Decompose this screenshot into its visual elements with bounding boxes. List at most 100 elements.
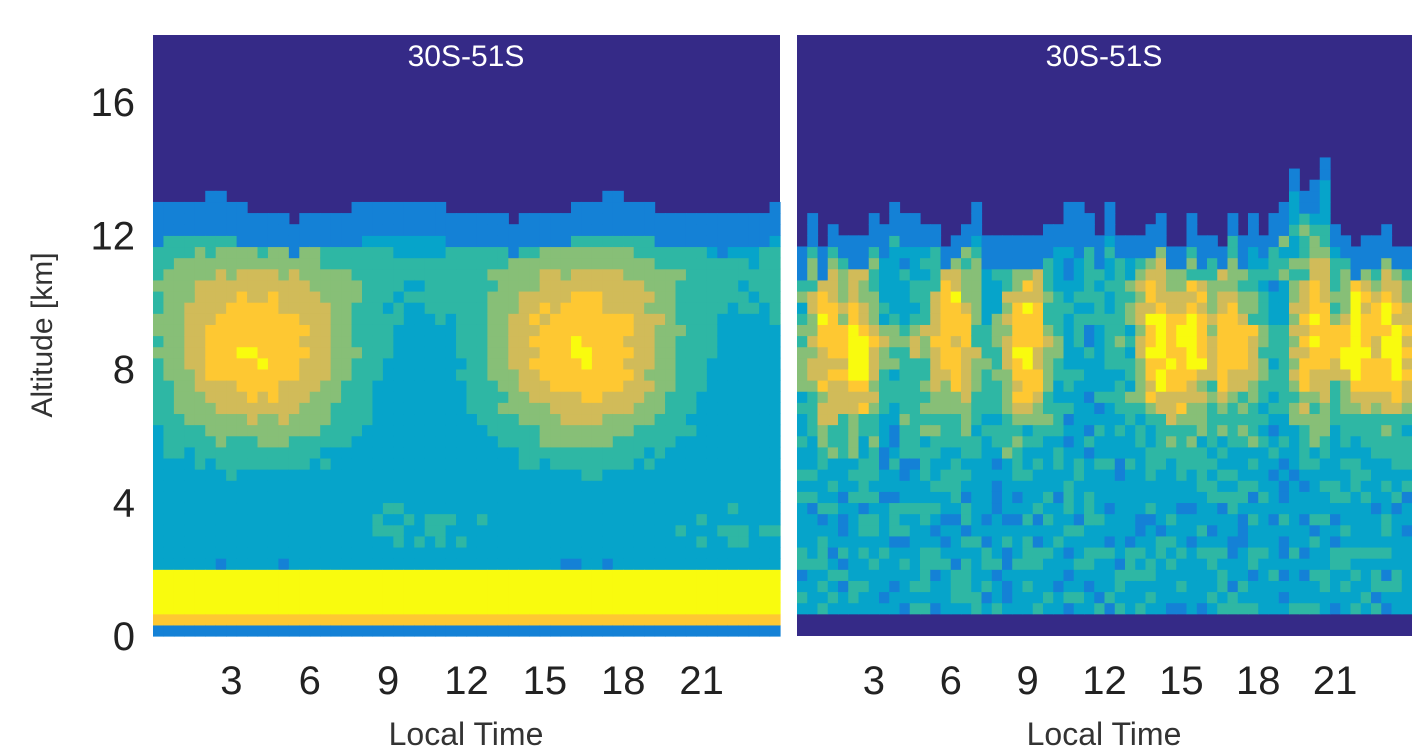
heatmap-cell xyxy=(1043,602,1054,615)
heatmap-cell xyxy=(1125,558,1136,570)
heatmap-cell xyxy=(153,569,165,581)
heatmap-cell xyxy=(748,558,760,570)
heatmap-cell xyxy=(184,380,196,392)
heatmap-cell xyxy=(717,624,729,637)
heatmap-cell xyxy=(487,524,499,537)
heatmap-cell xyxy=(1381,469,1393,481)
heatmap-cell xyxy=(278,235,290,248)
heatmap-cell xyxy=(539,480,551,492)
heatmap-cell xyxy=(738,290,750,303)
heatmap-cell xyxy=(173,380,185,392)
heatmap-cell xyxy=(612,313,624,325)
heatmap-cell xyxy=(581,513,593,526)
heatmap-cell xyxy=(1309,502,1321,515)
heatmap-cell xyxy=(456,524,468,537)
heatmap-cell xyxy=(163,602,175,615)
heatmap-cell xyxy=(1125,290,1136,303)
heatmap-cell xyxy=(769,279,781,292)
heatmap-cell xyxy=(817,246,829,259)
heatmap-cell xyxy=(1227,213,1239,225)
heatmap-cell xyxy=(889,368,901,381)
heatmap-cell xyxy=(456,413,468,426)
heatmap-cell xyxy=(738,535,750,548)
heatmap-cell xyxy=(612,513,624,526)
heatmap-cell xyxy=(759,457,771,470)
heatmap-cell xyxy=(769,613,781,626)
heatmap-cell xyxy=(1309,290,1321,303)
heatmap-cell xyxy=(1258,302,1270,314)
heatmap-cell xyxy=(868,235,880,248)
heatmap-cell xyxy=(362,569,374,581)
heatmap-cell xyxy=(1012,535,1024,548)
heatmap-cell xyxy=(717,546,729,559)
heatmap-cell xyxy=(1207,491,1218,504)
heatmap-cell xyxy=(278,335,290,348)
heatmap-cell xyxy=(320,391,332,403)
heatmap-cell xyxy=(899,602,911,615)
heatmap-cell xyxy=(341,491,353,504)
heatmap-cell xyxy=(1135,457,1147,470)
heatmap-cell xyxy=(971,535,983,548)
heatmap-cell xyxy=(309,380,321,392)
heatmap-cell xyxy=(858,435,870,448)
heatmap-cell xyxy=(807,413,819,426)
heatmap-cell xyxy=(612,380,624,392)
heatmap-cell xyxy=(445,313,457,325)
heatmap-cell xyxy=(560,602,572,615)
heatmap-cell xyxy=(1135,424,1147,437)
heatmap-cell xyxy=(930,457,942,470)
heatmap-cell xyxy=(1002,424,1013,437)
heatmap-cell xyxy=(817,558,829,570)
heatmap-cell xyxy=(879,413,890,426)
heatmap-cell xyxy=(706,413,718,426)
heatmap-cell xyxy=(827,368,839,381)
heatmap-cell xyxy=(623,558,635,570)
heatmap-cell xyxy=(372,613,384,626)
heatmap-cell xyxy=(153,235,165,248)
heatmap-cell xyxy=(1381,313,1393,325)
heatmap-cell xyxy=(529,591,541,604)
heatmap-cell xyxy=(581,446,593,459)
heatmap-cell xyxy=(205,257,217,270)
heatmap-cell xyxy=(797,402,808,415)
heatmap-cell xyxy=(1012,580,1024,593)
heatmap-cell xyxy=(838,469,849,481)
x-tick-label: 12 xyxy=(444,659,489,703)
heatmap-cell xyxy=(612,457,624,470)
heatmap-cell xyxy=(205,391,217,403)
heatmap-cell xyxy=(424,346,436,359)
heatmap-cell xyxy=(550,502,562,515)
heatmap-cell xyxy=(309,391,321,403)
heatmap-cell xyxy=(727,513,739,526)
heatmap-cell xyxy=(1391,302,1403,314)
heatmap-cell xyxy=(654,569,666,581)
heatmap-cell xyxy=(868,435,880,448)
heatmap-cell xyxy=(1186,569,1198,581)
heatmap-cell xyxy=(393,591,405,604)
heatmap-cell xyxy=(184,591,196,604)
heatmap-cell xyxy=(971,480,983,492)
heatmap-cell xyxy=(602,335,614,348)
heatmap-cell xyxy=(706,290,718,303)
heatmap-cell xyxy=(226,446,238,459)
heatmap-cell xyxy=(236,380,248,392)
heatmap-cell xyxy=(581,346,593,359)
heatmap-cell xyxy=(1227,446,1239,459)
heatmap-cell xyxy=(930,357,942,370)
heatmap-cell xyxy=(909,257,921,270)
heatmap-cell xyxy=(1268,424,1280,437)
heatmap-cell xyxy=(518,491,530,504)
heatmap-cell xyxy=(706,357,718,370)
heatmap-cell xyxy=(1289,446,1300,459)
heatmap-cell xyxy=(205,201,217,214)
heatmap-cell xyxy=(1166,402,1177,415)
heatmap-cell xyxy=(1196,290,1208,303)
heatmap-cell xyxy=(759,380,771,392)
heatmap-cell xyxy=(654,558,666,570)
heatmap-cell xyxy=(309,257,321,270)
heatmap-cell xyxy=(665,435,677,448)
heatmap-cell xyxy=(571,213,583,225)
heatmap-cell xyxy=(341,513,353,526)
heatmap-cell xyxy=(1104,558,1116,570)
heatmap-cell xyxy=(1053,402,1065,415)
